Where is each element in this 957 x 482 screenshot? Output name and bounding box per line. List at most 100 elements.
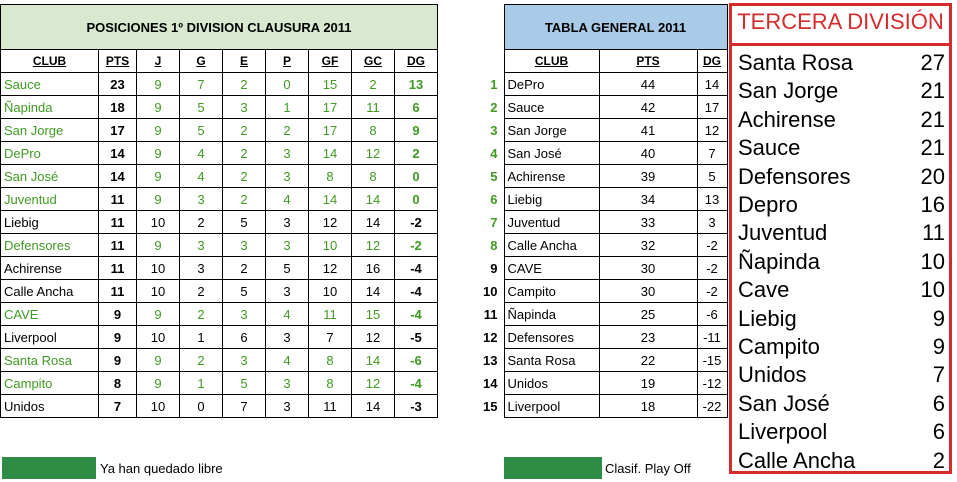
cell-gf: 7	[308, 325, 352, 349]
cell-club: Defensores	[0, 233, 99, 257]
tercera-pts: 10	[920, 277, 945, 303]
cell-j: 9	[136, 233, 180, 257]
table-row: 6 Liebig 34 13	[480, 187, 728, 211]
cell-p: 3	[265, 141, 309, 165]
cell-j: 9	[136, 164, 180, 188]
cell-e: 2	[222, 164, 266, 188]
table-row: 1 DePro 44 14	[480, 72, 728, 96]
cell-gf: 10	[308, 279, 352, 303]
tercera-division-panel: TERCERA DIVISIÓN Santa Rosa 27 San Jorge 21…	[729, 3, 952, 474]
cell-e: 3	[222, 348, 266, 372]
cell-gf: 12	[308, 210, 352, 234]
cell-pts: 34	[598, 187, 698, 211]
cell-p: 2	[265, 118, 309, 142]
cell-g: 3	[179, 256, 223, 280]
cell-dg: 5	[696, 164, 728, 188]
cell-dg: 14	[696, 72, 728, 96]
positions-table: POSICIONES 1º DIVISION CLAUSURA 2011 CLU…	[0, 4, 438, 418]
cell-dg: 0	[394, 187, 438, 211]
cell-rank: 11	[483, 306, 498, 322]
tercera-pts: 27	[920, 50, 945, 75]
tercera-club: Defensores	[738, 163, 851, 189]
cell-pts: 30	[598, 256, 698, 280]
cell-dg: 3	[696, 210, 728, 234]
cell-dg: -4	[394, 256, 438, 280]
cell-j: 10	[136, 394, 180, 418]
general-title: TABLA GENERAL 2011	[503, 4, 728, 50]
cell-club: San Jorge	[503, 118, 600, 142]
cell-dg: 13	[696, 187, 728, 211]
cell-club: San José	[503, 141, 600, 165]
header-club: CLUB	[503, 49, 600, 73]
list-item: Defensores 20	[732, 163, 949, 191]
table-row: 15 Liverpool 18 -22	[480, 394, 728, 418]
cell-gc: 14	[351, 348, 395, 372]
cell-dg: -12	[696, 371, 728, 395]
cell-j: 9	[136, 118, 180, 142]
header-g: G	[179, 49, 223, 73]
cell-g: 5	[179, 95, 223, 119]
cell-dg: 9	[394, 118, 438, 142]
cell-gf: 14	[308, 141, 352, 165]
cell-dg: -4	[394, 279, 438, 303]
tercera-club: Liverpool	[738, 419, 828, 445]
tercera-pts: 21	[920, 135, 945, 161]
cell-dg: -6	[696, 302, 728, 326]
tercera-club: Juventud	[738, 220, 828, 246]
cell-e: 2	[222, 118, 266, 142]
tercera-club: Achirense	[738, 106, 836, 132]
cell-p: 3	[265, 233, 309, 257]
cell-club: Juventud	[503, 210, 600, 234]
header-dg: DG	[394, 49, 438, 73]
cell-club: Liebig	[503, 187, 600, 211]
cell-rank: 1	[490, 76, 498, 92]
table-row: 4 San José 40 7	[480, 141, 728, 165]
list-item: Depro 16	[732, 191, 949, 219]
cell-gf: 15	[308, 72, 352, 96]
cell-dg: 6	[394, 95, 438, 119]
playoff-legend-label: Clasif. Play Off	[605, 461, 691, 476]
cell-g: 2	[179, 348, 223, 372]
cell-e: 5	[222, 371, 266, 395]
cell-rank: 8	[490, 237, 498, 253]
tercera-club: Ñapinda	[738, 248, 820, 274]
tercera-pts: 9	[932, 305, 945, 331]
cell-e: 5	[222, 279, 266, 303]
cell-g: 1	[179, 371, 223, 395]
cell-pts: 19	[598, 371, 698, 395]
tercera-pts: 9	[932, 334, 945, 360]
header-p: P	[265, 49, 309, 73]
cell-pts: 8	[98, 371, 137, 395]
cell-pts: 22	[598, 348, 698, 372]
cell-rank: 7	[490, 214, 498, 230]
header-pts: PTS	[598, 49, 698, 73]
cell-j: 9	[136, 72, 180, 96]
cell-dg: -2	[696, 279, 728, 303]
tercera-club: San José	[738, 390, 830, 416]
cell-rank: 4	[490, 145, 498, 161]
cell-rank: 12	[483, 329, 498, 345]
tercera-division-title: TERCERA DIVISIÓN	[737, 9, 944, 34]
tercera-divider	[732, 43, 949, 46]
table-row: Achirense 11 10 3 2 5 12 16 -4	[0, 256, 438, 280]
cell-e: 3	[222, 233, 266, 257]
cell-gf: 12	[308, 256, 352, 280]
cell-e: 7	[222, 394, 266, 418]
cell-rank: 13	[483, 352, 498, 368]
cell-dg: 12	[696, 118, 728, 142]
cell-gf: 8	[308, 348, 352, 372]
cell-pts: 39	[598, 164, 698, 188]
cell-club: Liverpool	[0, 325, 99, 349]
cell-club: Sauce	[0, 72, 99, 96]
cell-gc: 16	[351, 256, 395, 280]
cell-g: 1	[179, 325, 223, 349]
cell-club: Calle Ancha	[503, 233, 600, 257]
cell-club: Sauce	[503, 95, 600, 119]
table-row: 5 Achirense 39 5	[480, 164, 728, 188]
tercera-pts: 21	[920, 106, 945, 132]
cell-e: 3	[222, 302, 266, 326]
cell-pts: 9	[98, 348, 137, 372]
cell-g: 0	[179, 394, 223, 418]
cell-pts: 11	[98, 210, 137, 234]
cell-club: Achirense	[503, 164, 600, 188]
